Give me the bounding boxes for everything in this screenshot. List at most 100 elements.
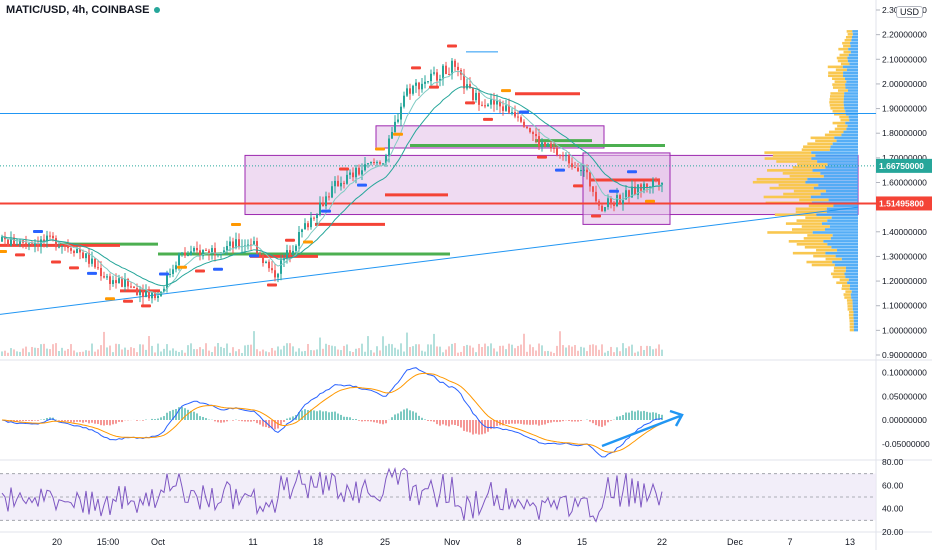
volume-profile-bar bbox=[849, 62, 858, 66]
volume-bar bbox=[394, 347, 396, 356]
volume-bar bbox=[46, 348, 48, 356]
volume-profile-bar bbox=[845, 86, 858, 89]
volume-bar bbox=[538, 343, 540, 356]
volume-profile-bar bbox=[849, 316, 854, 320]
volume-bar bbox=[352, 352, 354, 356]
macd-histogram-bar bbox=[19, 420, 21, 422]
macd-histogram-bar bbox=[649, 412, 651, 420]
candle-body bbox=[583, 169, 585, 171]
candle-body bbox=[202, 249, 204, 257]
macd-histogram-bar bbox=[286, 418, 288, 420]
candle-body bbox=[91, 258, 93, 264]
candle-body bbox=[310, 217, 312, 228]
candle-body bbox=[1, 236, 3, 242]
volume-profile-bar bbox=[789, 174, 824, 178]
macd-histogram-bar bbox=[400, 411, 402, 420]
volume-bar bbox=[604, 352, 606, 356]
volume-bar bbox=[163, 348, 165, 356]
volume-profile-bar bbox=[846, 112, 858, 116]
macd-histogram-bar bbox=[385, 420, 387, 424]
candle-body bbox=[406, 88, 408, 96]
volume-bar bbox=[457, 352, 459, 356]
candle-body bbox=[445, 65, 447, 75]
candle-body bbox=[214, 248, 216, 256]
volume-bar bbox=[82, 351, 84, 356]
volume-bar bbox=[142, 344, 144, 356]
signal-marker bbox=[375, 147, 385, 151]
price-label-box bbox=[876, 158, 932, 173]
macd-histogram-bar bbox=[196, 413, 198, 420]
volume-profile-bar bbox=[847, 305, 853, 308]
signal-marker bbox=[123, 299, 133, 303]
macd-histogram-bar bbox=[640, 411, 642, 420]
macd-histogram-bar bbox=[592, 420, 594, 424]
x-tick-label: 22 bbox=[657, 537, 667, 547]
macd-histogram-bar bbox=[625, 412, 627, 420]
macd-histogram-bar bbox=[505, 420, 507, 424]
y-tick-label: 1.60000000 bbox=[882, 178, 927, 188]
volume-bar bbox=[172, 348, 174, 356]
macd-histogram-bar bbox=[220, 420, 222, 423]
macd-histogram-bar bbox=[76, 420, 78, 422]
volume-bar bbox=[364, 351, 366, 356]
volume-bar bbox=[292, 346, 294, 356]
volume-profile-bar bbox=[769, 186, 814, 190]
signal-marker bbox=[483, 117, 493, 121]
macd-histogram-bar bbox=[652, 412, 654, 420]
volume-profile-bar bbox=[833, 266, 846, 270]
macd-histogram-bar bbox=[151, 418, 153, 420]
macd-histogram-bar bbox=[514, 420, 516, 424]
volume-profile-bar bbox=[845, 275, 858, 279]
volume-bar bbox=[130, 347, 132, 356]
candle-body bbox=[535, 134, 537, 137]
candle-body bbox=[331, 186, 333, 198]
volume-bar bbox=[451, 343, 453, 356]
volume-profile-bar bbox=[853, 325, 858, 329]
macd-histogram-bar bbox=[358, 420, 360, 421]
volume-bar bbox=[88, 350, 90, 356]
currency-badge[interactable]: USD bbox=[896, 6, 924, 18]
candle-body bbox=[70, 248, 72, 251]
candle-body bbox=[301, 229, 303, 233]
volume-bar bbox=[55, 343, 57, 356]
candle-body bbox=[622, 199, 624, 204]
volume-bar bbox=[475, 352, 477, 356]
volume-bar bbox=[241, 352, 243, 356]
volume-profile-bar bbox=[844, 106, 858, 110]
volume-bar bbox=[58, 350, 60, 356]
volume-profile-bar bbox=[847, 308, 853, 311]
volume-bar bbox=[202, 349, 204, 356]
macd-histogram-bar bbox=[370, 420, 372, 422]
volume-profile-bar bbox=[852, 33, 858, 36]
candle-body bbox=[412, 85, 414, 94]
volume-bar bbox=[325, 343, 327, 356]
candle-body bbox=[316, 214, 318, 218]
volume-profile-bar bbox=[839, 115, 849, 119]
volume-profile-bar bbox=[810, 136, 835, 140]
candle-body bbox=[391, 131, 393, 139]
volume-profile-bar bbox=[832, 83, 846, 86]
x-tick-label: 18 bbox=[313, 537, 323, 547]
candle-body bbox=[514, 112, 516, 117]
candle-body bbox=[388, 138, 390, 156]
volume-profile-bar bbox=[792, 251, 826, 255]
volume-profile-bar bbox=[830, 92, 845, 95]
volume-profile-bar bbox=[846, 80, 858, 83]
volume-bar bbox=[409, 346, 411, 356]
volume-bar bbox=[385, 345, 387, 356]
candle-body bbox=[382, 163, 384, 165]
volume-profile-bar bbox=[767, 231, 813, 234]
x-tick-label: Dec bbox=[727, 537, 744, 547]
macd-histogram-bar bbox=[454, 420, 456, 426]
volume-bar bbox=[595, 345, 597, 356]
macd-histogram-bar bbox=[82, 420, 84, 423]
macd-histogram-bar bbox=[430, 420, 432, 422]
volume-bar bbox=[619, 351, 621, 356]
macd-histogram-bar bbox=[532, 420, 534, 425]
volume-bar bbox=[514, 348, 516, 356]
macd-histogram-bar bbox=[310, 409, 312, 420]
volume-profile-bar bbox=[842, 65, 858, 69]
macd-histogram-bar bbox=[436, 420, 438, 425]
macd-histogram-bar bbox=[655, 412, 657, 420]
